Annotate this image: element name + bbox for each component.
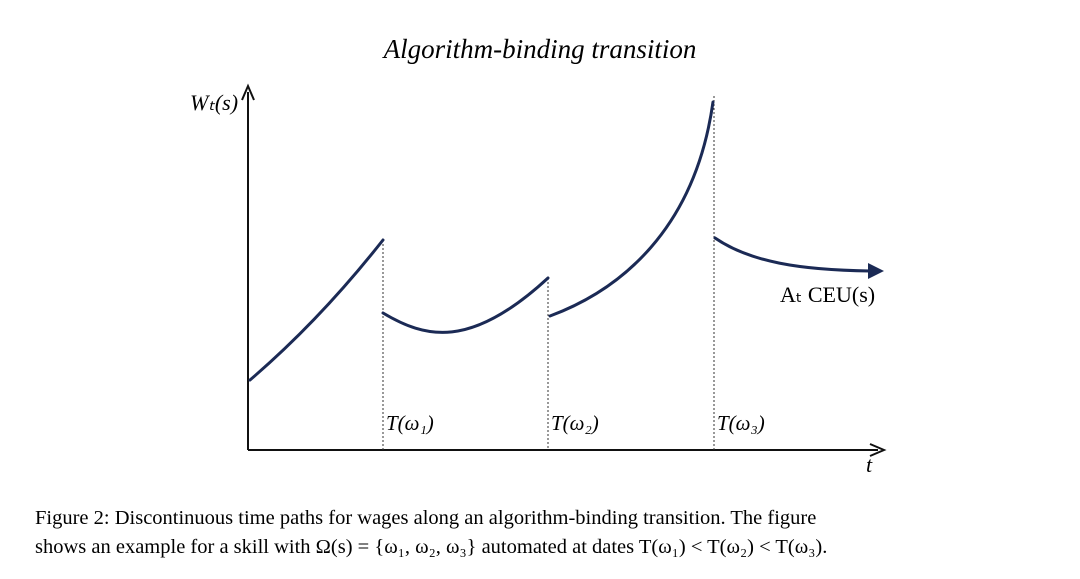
wage-path	[248, 238, 385, 382]
wage-path	[713, 236, 872, 273]
wage-path	[548, 100, 715, 318]
caption-line: shows an example for a skill with Ω(s) =…	[35, 536, 827, 558]
x-arrow	[869, 443, 887, 457]
curve-label: Aₜ CEU(s)	[780, 282, 875, 307]
figure-title: Algorithm-binding transition	[382, 34, 697, 64]
y-axis-label: Wₜ(s)	[190, 90, 238, 115]
marker-label: T(ω₁)	[386, 411, 434, 435]
caption-line: Figure 2: Discontinuous time paths for w…	[35, 507, 816, 529]
path-arrow	[868, 263, 884, 279]
marker-label: T(ω₂)	[551, 411, 599, 435]
marker-label: T(ω₃)	[717, 411, 765, 435]
y-arrow	[241, 83, 255, 101]
wage-path	[381, 276, 550, 334]
x-axis-label: t	[866, 452, 873, 477]
